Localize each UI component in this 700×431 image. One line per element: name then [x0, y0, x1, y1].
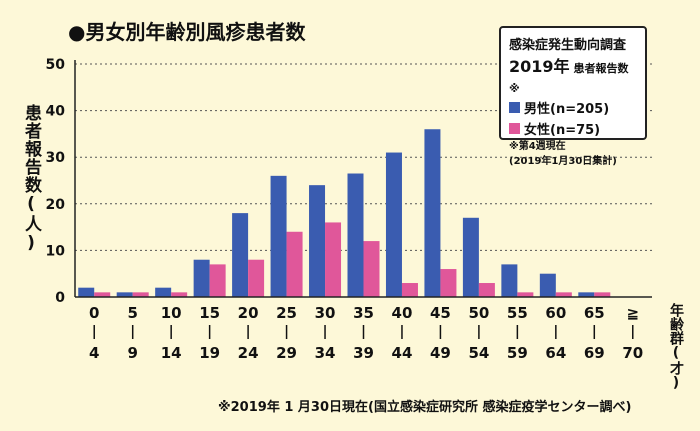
bar-female — [171, 292, 188, 297]
footnote: ※2019年 1 月30日現在(国立感染症研究所 感染症疫学センター調べ) — [218, 400, 632, 415]
x-tick-label-top: 20 — [238, 304, 259, 322]
bar-female — [132, 292, 149, 297]
bar-female — [440, 269, 457, 297]
bar-female — [401, 283, 418, 297]
bar-male — [578, 292, 595, 297]
bar-male — [539, 273, 556, 297]
x-tick-label-bottom: 4 — [89, 344, 99, 362]
bar-female — [248, 259, 265, 297]
bar-female — [209, 264, 226, 297]
legend-swatch-male — [509, 102, 520, 113]
legend-year-text: 2019年 — [509, 57, 570, 76]
x-tick-label-top: 35 — [353, 304, 374, 322]
x-tick-label-bottom: 39 — [353, 344, 374, 362]
y-tick-label: 30 — [46, 150, 66, 166]
legend-swatch-female — [509, 123, 520, 134]
y-tick-label: 0 — [55, 290, 65, 306]
bar-female — [286, 231, 303, 297]
x-tick-label-top: 15 — [199, 304, 220, 322]
x-tick-label-bottom: 69 — [584, 344, 605, 362]
legend-note-2: (2019年1月30日集計) — [509, 156, 617, 167]
x-tick-label-top: 0 — [89, 304, 99, 322]
x-tick-label-top: 30 — [315, 304, 336, 322]
x-tick-label-top: 60 — [545, 304, 566, 322]
bar-male — [462, 217, 479, 297]
x-tick-label-bottom: 44 — [392, 344, 413, 362]
x-tick-label-bottom: 70 — [622, 344, 643, 362]
bar-male — [385, 152, 402, 297]
x-tick-label-top: 5 — [127, 304, 137, 322]
x-tick-label-top: 65 — [584, 304, 605, 322]
y-tick-label: 40 — [46, 104, 66, 120]
bar-male — [193, 259, 210, 297]
legend-heading: 感染症発生動向調査 — [509, 38, 627, 53]
legend-item-male: 男性(n=205) — [509, 98, 637, 117]
legend-item-female: 女性(n=75) — [509, 119, 637, 138]
bar-male — [78, 287, 95, 297]
x-tick-label-bottom: 54 — [468, 344, 489, 362]
legend-year: 2019年 患者報告数※ — [509, 53, 637, 96]
x-tick-label-top: 40 — [392, 304, 413, 322]
bar-female — [363, 241, 380, 297]
bar-male — [347, 173, 364, 297]
x-tick-label-top: 45 — [430, 304, 451, 322]
legend-label-male: 男性(n=205) — [524, 102, 610, 117]
y-tick-label: 10 — [46, 243, 66, 259]
legend-note-1: ※第4週現在 — [509, 141, 566, 152]
bar-female — [594, 292, 611, 297]
x-tick-label-bottom: 9 — [127, 344, 137, 362]
x-tick-label-bottom: 14 — [161, 344, 182, 362]
bar-female — [517, 292, 534, 297]
legend-label-female: 女性(n=75) — [524, 123, 601, 138]
x-tick-label-bottom: 29 — [276, 344, 297, 362]
x-tick-label-top: 55 — [507, 304, 528, 322]
bar-male — [155, 287, 172, 297]
legend-year-note: 患者報告数※ — [509, 62, 629, 95]
bar-female — [555, 292, 572, 297]
x-tick-label-top: ≧ — [626, 304, 639, 322]
bar-male — [232, 213, 249, 297]
bar-male — [270, 175, 287, 297]
y-axis-label: 患者報告数(人) — [21, 104, 41, 254]
x-tick-label-bottom: 64 — [545, 344, 566, 362]
bar-male — [116, 292, 133, 297]
chart-title: ●男女別年齢別風疹患者数 — [68, 20, 306, 44]
bar-male — [309, 185, 326, 297]
x-tick-label-top: 10 — [161, 304, 182, 322]
y-tick-label: 50 — [46, 57, 66, 73]
x-tick-label-bottom: 59 — [507, 344, 528, 362]
bar-female — [325, 222, 342, 297]
x-tick-label-bottom: 49 — [430, 344, 451, 362]
bar-male — [501, 264, 518, 297]
x-tick-label-bottom: 34 — [315, 344, 336, 362]
bar-female — [94, 292, 111, 297]
legend: 感染症発生動向調査 2019年 患者報告数※ 男性(n=205) 女性(n=75)… — [499, 26, 647, 167]
bar-female — [478, 283, 495, 297]
x-tick-label-bottom: 24 — [238, 344, 259, 362]
x-tick-label-top: 25 — [276, 304, 297, 322]
x-tick-label-bottom: 19 — [199, 344, 220, 362]
bar-male — [424, 129, 441, 297]
x-tick-label-top: 50 — [468, 304, 489, 322]
y-tick-label: 20 — [46, 197, 66, 213]
x-axis-label: 年齢群(才) — [668, 303, 684, 391]
